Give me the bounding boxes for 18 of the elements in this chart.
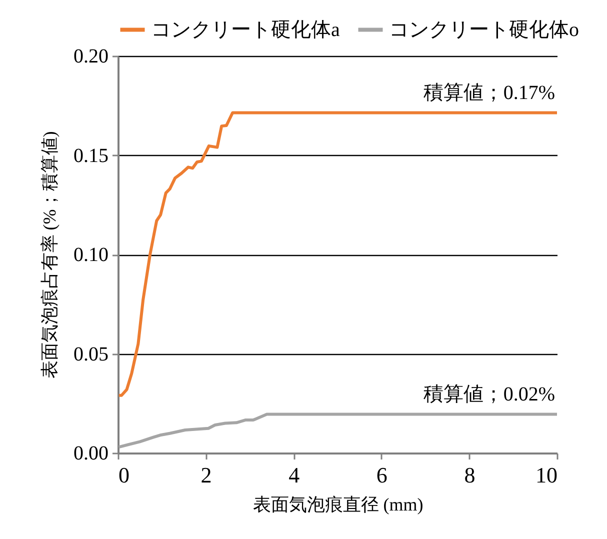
legend-label: コンクリート硬化体o [389, 18, 579, 41]
x-tick-label: 2 [200, 462, 212, 488]
x-tick-label: 4 [288, 462, 300, 488]
annotation: 積算値；0.02% [423, 383, 555, 406]
y-tick-label: 0.10 [74, 244, 108, 266]
y-tick-label: 0.20 [74, 46, 108, 68]
y-tick-label: 0.15 [74, 144, 108, 167]
x-axis-title: 表面気泡痕直径 (mm) [252, 494, 424, 514]
y-axis-title: 表面気泡痕占有率 (%；積算値) [40, 131, 60, 379]
y-tick-label: 0.05 [74, 343, 108, 366]
legend-label: コンクリート硬化体a [151, 18, 340, 41]
annotation: 積算値；0.17% [423, 82, 555, 104]
line-series [118, 412, 557, 449]
y-tick-label: 0.00 [74, 442, 108, 464]
x-tick-label: 0 [118, 462, 130, 488]
x-tick-label: 6 [376, 462, 388, 488]
x-tick-label: 8 [464, 462, 476, 488]
x-tick-label: 10 [536, 462, 558, 488]
